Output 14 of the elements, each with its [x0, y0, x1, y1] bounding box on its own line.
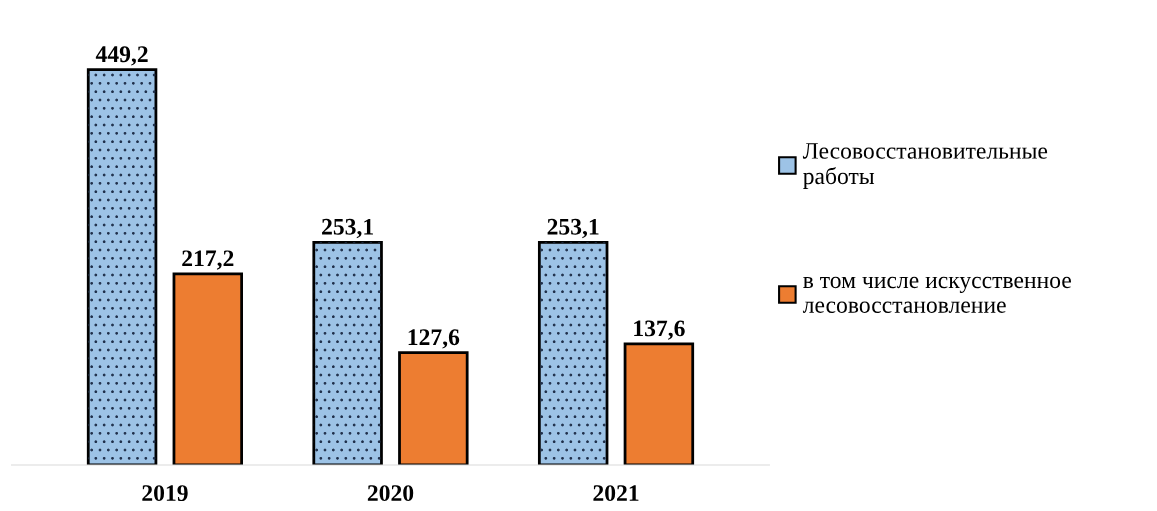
data-label: 253,1: [322, 218, 373, 239]
data-label: 253,1: [547, 218, 599, 239]
bar: [623, 342, 695, 466]
legend-label: Лесовосстановительные работы: [802, 143, 1048, 189]
data-label: 217,2: [182, 250, 234, 270]
bar: [398, 351, 469, 466]
legend-label: в том числе искусственное лесовосстановление: [802, 276, 1071, 313]
x-tick-label: 2020: [367, 485, 414, 502]
x-tick-label: 2019: [142, 485, 188, 502]
x-tick-label: 2021: [593, 485, 639, 502]
data-label: 137,6: [634, 320, 685, 340]
data-label: 449,2: [95, 46, 148, 66]
bar: [172, 272, 244, 466]
data-label: 127,6: [408, 329, 460, 349]
